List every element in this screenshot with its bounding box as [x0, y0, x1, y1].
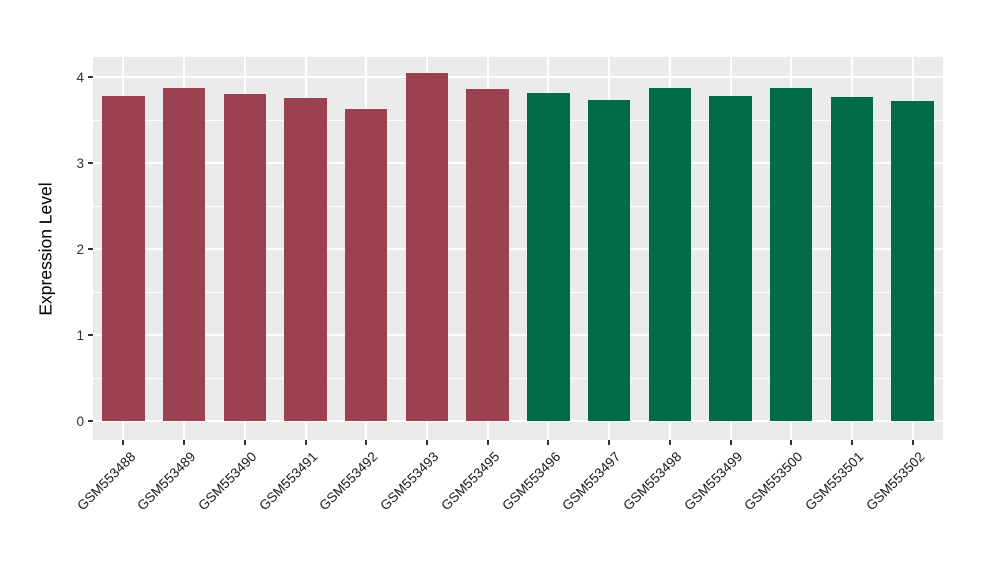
y-tick-label: 4	[76, 69, 84, 85]
bar-GSM553488	[102, 96, 145, 422]
x-tick-label: GSM553502	[863, 449, 928, 514]
gridline-minor-y	[93, 119, 943, 121]
x-tick-label: GSM553490	[195, 449, 260, 514]
bar-GSM553495	[466, 89, 509, 422]
bar-GSM553496	[527, 93, 570, 422]
y-axis-title-text: Expression Level	[35, 181, 56, 316]
y-tick-mark	[88, 334, 93, 337]
bar-GSM553500	[769, 88, 813, 422]
x-tick-mark	[608, 440, 611, 445]
gridline-minor-y	[93, 205, 943, 207]
bar-GSM553492	[344, 108, 388, 422]
gridline-major-y	[93, 162, 943, 165]
x-tick-mark	[122, 440, 125, 445]
x-tick-mark	[911, 440, 914, 445]
bar-GSM553499	[709, 96, 752, 422]
y-tick-label: 0	[76, 413, 84, 429]
x-tick-mark	[547, 440, 550, 445]
gridline-major-y	[93, 76, 943, 79]
y-tick-label: 2	[76, 241, 84, 257]
x-tick-label: GSM553501	[802, 449, 867, 514]
x-tick-label: GSM553499	[680, 449, 746, 514]
gridline-major-y	[93, 334, 943, 337]
x-tick-label: GSM553488	[73, 449, 138, 514]
bar-GSM553498	[648, 88, 692, 422]
x-tick-mark	[850, 440, 853, 445]
x-tick-label: GSM553498	[620, 449, 685, 514]
x-tick-mark	[183, 440, 186, 445]
x-tick-label: GSM553491	[255, 449, 321, 514]
x-tick-label: GSM553496	[498, 449, 563, 514]
y-tick-mark	[88, 420, 93, 423]
y-tick-label: 3	[76, 155, 84, 171]
y-tick-mark	[88, 162, 93, 165]
x-tick-mark	[304, 440, 307, 445]
bar-GSM553491	[284, 97, 327, 422]
gridline-minor-y	[93, 377, 943, 379]
x-tick-label: GSM553489	[134, 449, 199, 514]
y-tick-mark	[88, 248, 93, 251]
bar-GSM553501	[830, 96, 874, 422]
x-tick-mark	[790, 440, 793, 445]
x-tick-label: GSM553500	[741, 449, 806, 514]
chart-panel	[93, 57, 943, 440]
bar-GSM553493	[405, 72, 449, 422]
x-tick-mark	[668, 440, 671, 445]
bar-GSM553489	[162, 88, 206, 422]
y-axis-title: Expression Level	[32, 57, 60, 440]
bar-GSM553490	[223, 94, 267, 422]
x-tick-label: GSM553497	[559, 449, 624, 514]
x-tick-mark	[243, 440, 246, 445]
bar-GSM553497	[587, 100, 631, 422]
x-tick-label: GSM553493	[377, 449, 442, 514]
x-tick-mark	[729, 440, 732, 445]
x-tick-mark	[425, 440, 428, 445]
x-tick-label: GSM553492	[316, 449, 381, 514]
x-tick-mark	[365, 440, 368, 445]
y-tick-mark	[88, 76, 93, 79]
x-tick-mark	[486, 440, 489, 445]
x-tick-label: GSM553495	[438, 449, 503, 514]
gridline-major-y	[93, 420, 943, 423]
gridline-major-y	[93, 248, 943, 251]
y-tick-label: 1	[76, 327, 84, 343]
gridline-minor-y	[93, 291, 943, 293]
bar-GSM553502	[891, 101, 934, 422]
